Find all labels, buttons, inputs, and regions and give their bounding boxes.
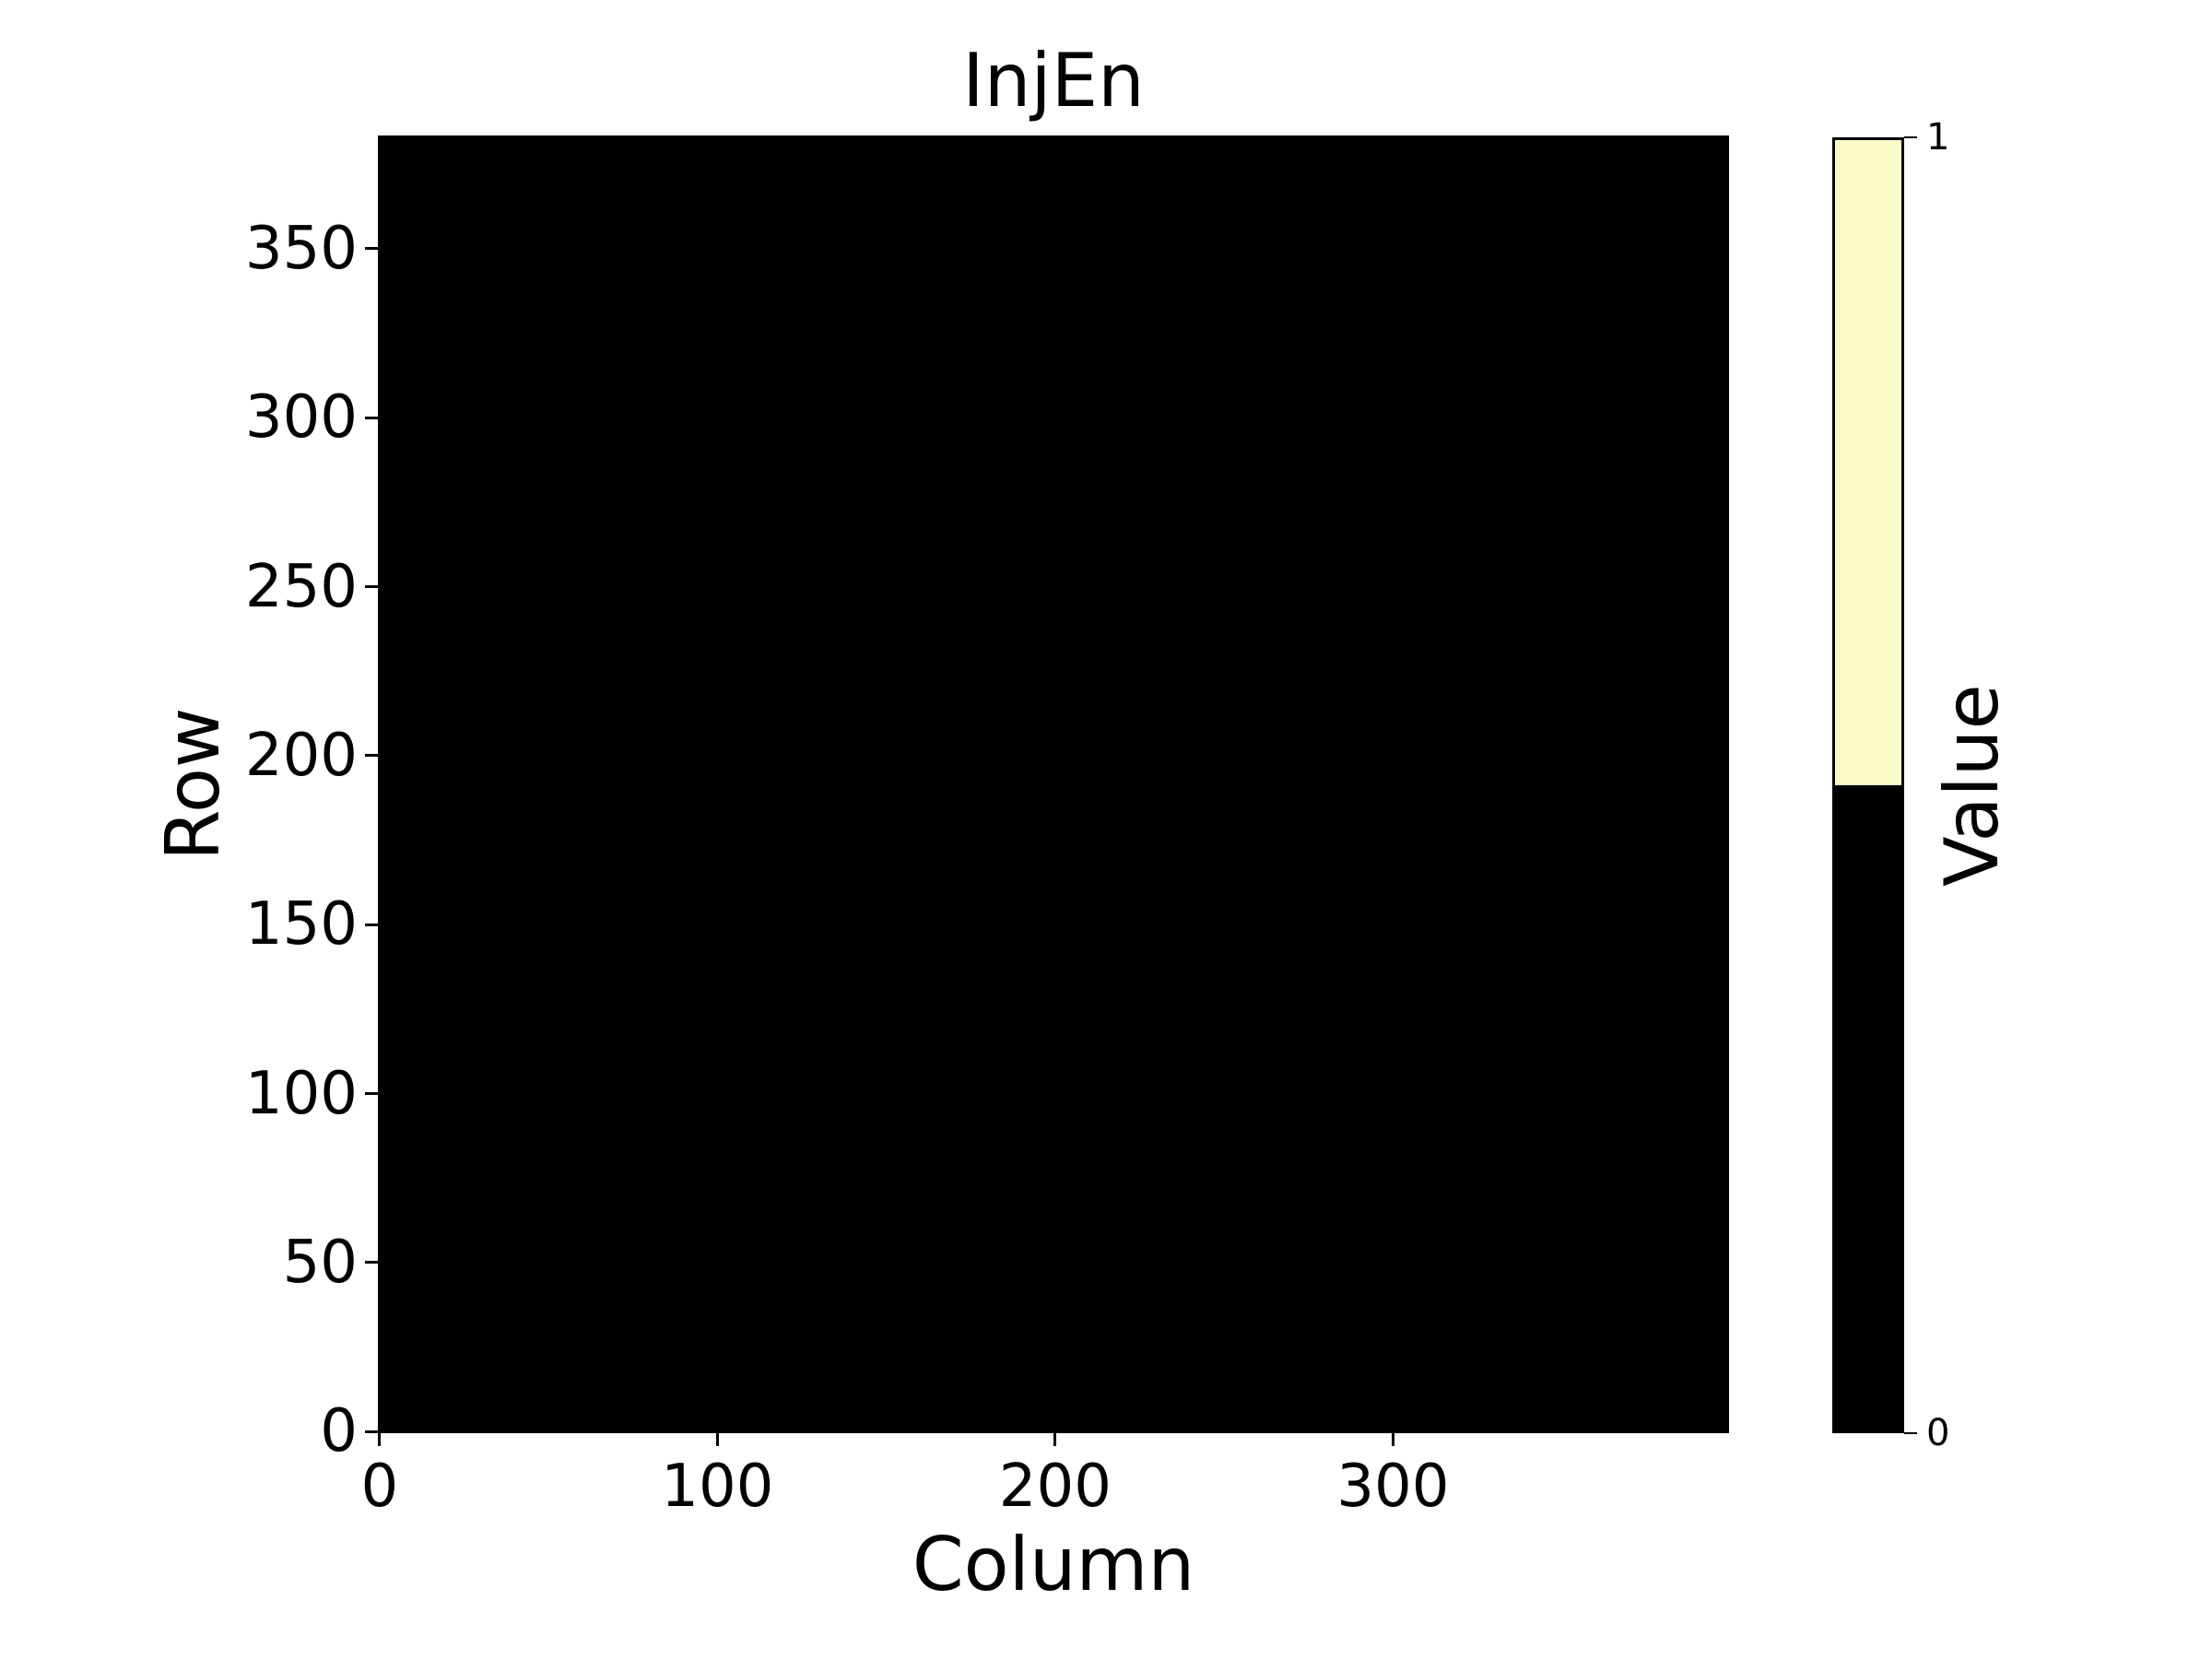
y-tick-label: 150 <box>244 890 358 959</box>
heatmap-area <box>378 135 1729 1433</box>
x-tick-label: 100 <box>661 1453 774 1521</box>
colorbar-segment-value-one <box>1835 140 1901 785</box>
y-tick-mark <box>365 923 378 926</box>
colorbar-label: Value <box>1929 684 2015 887</box>
y-tick-mark <box>365 1092 378 1095</box>
plot-title: InjEn <box>962 38 1145 124</box>
x-axis-label: Column <box>912 1522 1195 1607</box>
y-tick-label: 50 <box>282 1228 358 1297</box>
y-tick-label: 350 <box>244 214 358 283</box>
x-tick-mark <box>378 1433 382 1446</box>
y-tick-mark <box>365 585 378 588</box>
y-tick-mark <box>365 247 378 251</box>
y-tick-mark <box>365 754 378 758</box>
y-axis-label: Row <box>150 707 236 862</box>
x-tick-mark <box>1391 1433 1394 1446</box>
colorbar-segment-value-zero <box>1835 785 1901 1430</box>
y-tick-label: 0 <box>320 1397 358 1466</box>
y-tick-label: 200 <box>244 721 358 790</box>
y-tick-label: 250 <box>244 552 358 621</box>
x-tick-mark <box>1053 1433 1057 1446</box>
y-tick-mark <box>365 1261 378 1265</box>
y-tick-mark <box>365 1430 378 1433</box>
x-tick-label: 200 <box>998 1453 1112 1521</box>
colorbar-tick-mark <box>1904 1432 1917 1434</box>
y-tick-label: 300 <box>244 383 358 453</box>
x-tick-label: 300 <box>1336 1453 1450 1521</box>
x-tick-mark <box>715 1433 719 1446</box>
y-tick-label: 100 <box>244 1059 358 1128</box>
colorbar <box>1832 137 1904 1433</box>
x-tick-label: 0 <box>360 1453 399 1521</box>
colorbar-tick-label: 0 <box>1926 1412 1950 1454</box>
colorbar-tick-mark <box>1904 136 1917 138</box>
colorbar-tick-label: 1 <box>1926 116 1950 159</box>
y-tick-mark <box>365 416 378 419</box>
